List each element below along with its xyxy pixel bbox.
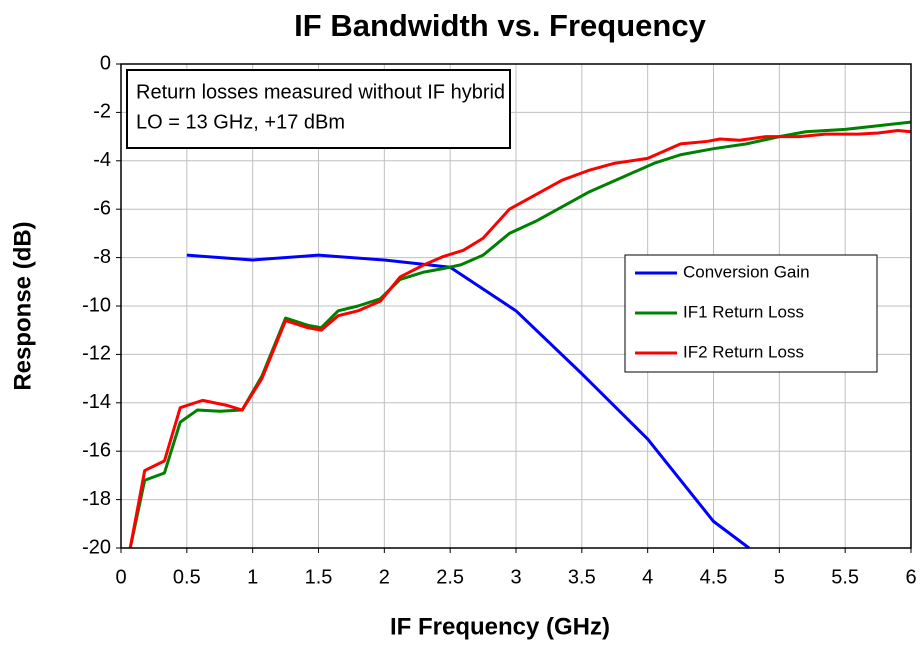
y-tick-label: -4 <box>93 149 111 171</box>
x-tick-label: 1.5 <box>305 566 333 588</box>
legend-label: IF1 Return Loss <box>683 302 804 321</box>
annotation-box <box>126 69 511 149</box>
x-tick-label: 0 <box>115 566 126 588</box>
series-line <box>128 120 912 549</box>
y-tick-label: -18 <box>82 488 111 510</box>
x-tick-label: 0.5 <box>173 566 201 588</box>
x-tick-label: 2 <box>379 566 390 588</box>
x-tick-label: 3.5 <box>568 566 596 588</box>
y-tick-label: -6 <box>93 197 111 219</box>
legend-label: Conversion Gain <box>683 262 810 281</box>
series-line <box>128 129 912 549</box>
legend-label: IF2 Return Loss <box>683 342 804 361</box>
x-tick-label: 4 <box>642 566 653 588</box>
y-tick-label: -20 <box>82 536 111 558</box>
y-axis-label: Response (dB) <box>9 221 36 390</box>
y-tick-label: -14 <box>82 391 111 413</box>
series-line <box>186 253 750 550</box>
x-tick-label: 5 <box>774 566 785 588</box>
y-tick-label: -8 <box>93 246 111 268</box>
plot-border <box>120 63 912 549</box>
y-tick-label: -10 <box>82 294 111 316</box>
y-tick-label: -2 <box>93 101 111 123</box>
x-tick-label: 6 <box>905 566 916 588</box>
y-tick-label: -12 <box>82 343 111 365</box>
x-tick-label: 1 <box>247 566 258 588</box>
chart-title: IF Bandwidth vs. Frequency <box>294 8 706 43</box>
x-tick-label: 3 <box>510 566 521 588</box>
x-tick-label: 4.5 <box>700 566 728 588</box>
y-tick-label: -16 <box>82 439 111 461</box>
x-tick-label: 5.5 <box>831 566 859 588</box>
annotation: LO = 13 GHz, +17 dBm <box>136 111 345 133</box>
y-tick-label: 0 <box>100 52 111 74</box>
x-axis-label: IF Frequency (GHz) <box>390 613 610 640</box>
annotation: Return losses measured without IF hybrid <box>136 81 505 103</box>
x-tick-label: 2.5 <box>436 566 464 588</box>
